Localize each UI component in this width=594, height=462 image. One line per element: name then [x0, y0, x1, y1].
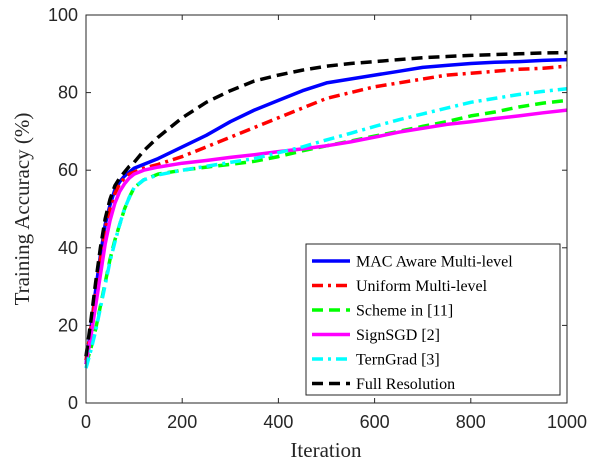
series-layer: [84, 50, 568, 369]
legend-label-3: Scheme in [11]: [356, 303, 453, 320]
series-line-4: [84, 108, 568, 365]
series-line-2: [84, 64, 568, 361]
x-tick-label: 200: [167, 412, 197, 432]
x-axis-label: Iteration: [290, 438, 362, 462]
series-line-5: [84, 86, 568, 369]
y-tick-label: 20: [58, 315, 78, 335]
legend-label-4: SignSGD [2]: [356, 327, 440, 344]
legend-box: [305, 243, 561, 396]
legend-label-6: Full Resolution: [356, 376, 455, 393]
x-tick-label: 400: [263, 412, 293, 432]
y-tick-label: 0: [68, 393, 78, 413]
y-tick-label: 60: [58, 160, 78, 180]
y-tick-label: 80: [58, 83, 78, 103]
legend: MAC Aware Multi-level Uniform Multi-level…: [305, 243, 561, 396]
tick-layer: 0 200 400 600 800 1000 0 20 40 60 80 100: [48, 5, 587, 432]
legend-label-5: TernGrad [3]: [356, 352, 440, 369]
series-line-6: [84, 50, 568, 357]
plot-frame: [85, 14, 568, 404]
y-axis-label: Training Accuracy (%): [10, 113, 34, 306]
x-tick-label: 0: [81, 412, 91, 432]
x-tick-label: 800: [456, 412, 486, 432]
legend-entries: MAC Aware Multi-level Uniform Multi-level…: [312, 254, 513, 393]
x-tick-label: 600: [360, 412, 390, 432]
x-tick-label: 1000: [547, 412, 587, 432]
y-tick-label: 40: [58, 238, 78, 258]
legend-label-1: MAC Aware Multi-level: [356, 254, 513, 271]
series-line-3: [84, 98, 568, 365]
y-tick-label: 100: [48, 5, 78, 25]
legend-label-2: Uniform Multi-level: [356, 278, 488, 295]
